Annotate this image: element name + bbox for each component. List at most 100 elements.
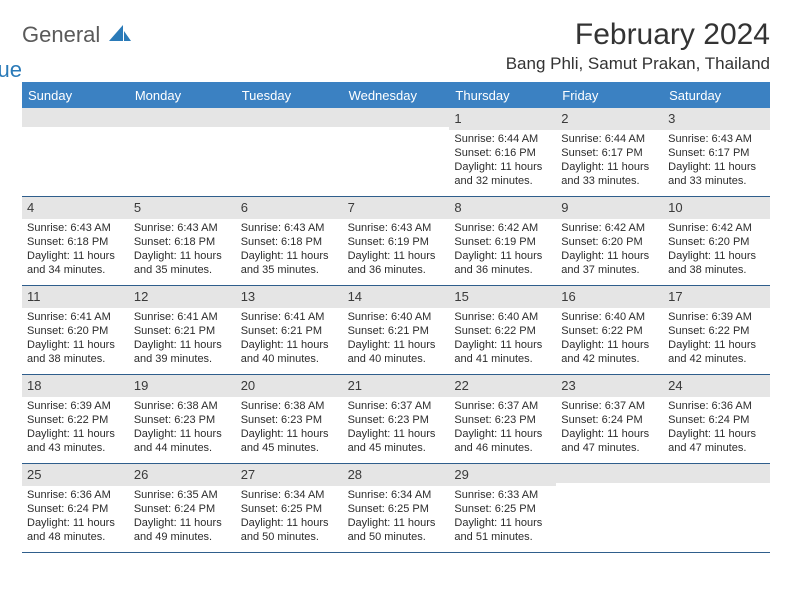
day-details: Sunrise: 6:43 AMSunset: 6:18 PMDaylight:…	[22, 219, 129, 281]
day-details: Sunrise: 6:43 AMSunset: 6:18 PMDaylight:…	[129, 219, 236, 281]
day-cell: 12Sunrise: 6:41 AMSunset: 6:21 PMDayligh…	[129, 286, 236, 374]
day-details: Sunrise: 6:36 AMSunset: 6:24 PMDaylight:…	[22, 486, 129, 548]
daynum-bar: 29	[449, 464, 556, 486]
daynum-bar: 16	[556, 286, 663, 308]
daylight-line: Daylight: 11 hours and 51 minutes.	[454, 516, 551, 544]
daynum-bar: 5	[129, 197, 236, 219]
sunset-line: Sunset: 6:23 PM	[241, 413, 338, 427]
daynum-bar: 20	[236, 375, 343, 397]
daylight-line: Daylight: 11 hours and 47 minutes.	[561, 427, 658, 455]
daylight-line: Daylight: 11 hours and 35 minutes.	[241, 249, 338, 277]
day-cell: 6Sunrise: 6:43 AMSunset: 6:18 PMDaylight…	[236, 197, 343, 285]
day-details: Sunrise: 6:37 AMSunset: 6:23 PMDaylight:…	[343, 397, 450, 459]
day-number: 27	[241, 467, 255, 482]
sunset-line: Sunset: 6:25 PM	[454, 502, 551, 516]
day-details: Sunrise: 6:42 AMSunset: 6:20 PMDaylight:…	[556, 219, 663, 281]
daylight-line: Daylight: 11 hours and 36 minutes.	[348, 249, 445, 277]
day-cell	[663, 464, 770, 552]
sunrise-line: Sunrise: 6:36 AM	[668, 399, 765, 413]
daynum-bar: 15	[449, 286, 556, 308]
page: General Blue February 2024 Bang Phli, Sa…	[0, 0, 792, 553]
day-details: Sunrise: 6:37 AMSunset: 6:23 PMDaylight:…	[449, 397, 556, 459]
daylight-line: Daylight: 11 hours and 40 minutes.	[241, 338, 338, 366]
daynum-bar: 11	[22, 286, 129, 308]
day-details: Sunrise: 6:42 AMSunset: 6:19 PMDaylight:…	[449, 219, 556, 281]
day-cell	[343, 108, 450, 196]
sunset-line: Sunset: 6:25 PM	[241, 502, 338, 516]
day-details: Sunrise: 6:42 AMSunset: 6:20 PMDaylight:…	[663, 219, 770, 281]
daynum-bar: 13	[236, 286, 343, 308]
day-details: Sunrise: 6:41 AMSunset: 6:21 PMDaylight:…	[129, 308, 236, 370]
sunrise-line: Sunrise: 6:44 AM	[561, 132, 658, 146]
dow-sat: Saturday	[663, 84, 770, 108]
day-details: Sunrise: 6:38 AMSunset: 6:23 PMDaylight:…	[129, 397, 236, 459]
daylight-line: Daylight: 11 hours and 46 minutes.	[454, 427, 551, 455]
sunset-line: Sunset: 6:25 PM	[348, 502, 445, 516]
day-number: 24	[668, 378, 682, 393]
sunset-line: Sunset: 6:19 PM	[454, 235, 551, 249]
daynum-bar: 19	[129, 375, 236, 397]
day-number: 3	[668, 111, 675, 126]
sunrise-line: Sunrise: 6:42 AM	[668, 221, 765, 235]
daynum-bar: 27	[236, 464, 343, 486]
sunrise-line: Sunrise: 6:42 AM	[454, 221, 551, 235]
day-details: Sunrise: 6:39 AMSunset: 6:22 PMDaylight:…	[663, 308, 770, 370]
day-cell: 22Sunrise: 6:37 AMSunset: 6:23 PMDayligh…	[449, 375, 556, 463]
day-number: 17	[668, 289, 682, 304]
daynum-bar: 12	[129, 286, 236, 308]
sunset-line: Sunset: 6:24 PM	[134, 502, 231, 516]
day-number: 20	[241, 378, 255, 393]
day-cell	[556, 464, 663, 552]
day-details: Sunrise: 6:44 AMSunset: 6:17 PMDaylight:…	[556, 130, 663, 192]
day-details: Sunrise: 6:35 AMSunset: 6:24 PMDaylight:…	[129, 486, 236, 548]
sunrise-line: Sunrise: 6:40 AM	[561, 310, 658, 324]
daynum-bar: 10	[663, 197, 770, 219]
daylight-line: Daylight: 11 hours and 45 minutes.	[348, 427, 445, 455]
day-number: 21	[348, 378, 362, 393]
daynum-bar: 18	[22, 375, 129, 397]
day-cell: 24Sunrise: 6:36 AMSunset: 6:24 PMDayligh…	[663, 375, 770, 463]
day-number: 1	[454, 111, 461, 126]
day-cell: 11Sunrise: 6:41 AMSunset: 6:20 PMDayligh…	[22, 286, 129, 374]
daynum-bar: 2	[556, 108, 663, 130]
day-cell: 2Sunrise: 6:44 AMSunset: 6:17 PMDaylight…	[556, 108, 663, 196]
day-details: Sunrise: 6:39 AMSunset: 6:22 PMDaylight:…	[22, 397, 129, 459]
sunset-line: Sunset: 6:23 PM	[134, 413, 231, 427]
sunrise-line: Sunrise: 6:36 AM	[27, 488, 124, 502]
sunset-line: Sunset: 6:21 PM	[348, 324, 445, 338]
day-cell: 27Sunrise: 6:34 AMSunset: 6:25 PMDayligh…	[236, 464, 343, 552]
day-number: 26	[134, 467, 148, 482]
day-cell	[236, 108, 343, 196]
sunset-line: Sunset: 6:17 PM	[561, 146, 658, 160]
sunset-line: Sunset: 6:22 PM	[454, 324, 551, 338]
dow-mon: Monday	[129, 84, 236, 108]
sail-icon	[109, 24, 131, 45]
location-line: Bang Phli, Samut Prakan, Thailand	[506, 54, 770, 74]
day-cell: 4Sunrise: 6:43 AMSunset: 6:18 PMDaylight…	[22, 197, 129, 285]
daylight-line: Daylight: 11 hours and 32 minutes.	[454, 160, 551, 188]
day-details: Sunrise: 6:43 AMSunset: 6:18 PMDaylight:…	[236, 219, 343, 281]
daylight-line: Daylight: 11 hours and 37 minutes.	[561, 249, 658, 277]
daynum-bar: 7	[343, 197, 450, 219]
sunrise-line: Sunrise: 6:34 AM	[241, 488, 338, 502]
sunset-line: Sunset: 6:21 PM	[241, 324, 338, 338]
day-cell: 5 Sunrise: 6:43 AMSunset: 6:18 PMDaylight…	[129, 197, 236, 285]
day-cell: 14Sunrise: 6:40 AMSunset: 6:21 PMDayligh…	[343, 286, 450, 374]
day-number: 16	[561, 289, 575, 304]
sunset-line: Sunset: 6:21 PM	[134, 324, 231, 338]
sunset-line: Sunset: 6:22 PM	[668, 324, 765, 338]
sunset-line: Sunset: 6:20 PM	[561, 235, 658, 249]
daylight-line: Daylight: 11 hours and 42 minutes.	[561, 338, 658, 366]
daynum-bar: 26	[129, 464, 236, 486]
sunrise-line: Sunrise: 6:33 AM	[454, 488, 551, 502]
daylight-line: Daylight: 11 hours and 33 minutes.	[668, 160, 765, 188]
daynum-bar: 22	[449, 375, 556, 397]
sunrise-line: Sunrise: 6:44 AM	[454, 132, 551, 146]
daynum-bar: 21	[343, 375, 450, 397]
brand-logo: General Blue	[22, 18, 131, 67]
day-cell: 13Sunrise: 6:41 AMSunset: 6:21 PMDayligh…	[236, 286, 343, 374]
day-number: 5	[134, 200, 141, 215]
daynum-bar	[236, 108, 343, 127]
sunset-line: Sunset: 6:17 PM	[668, 146, 765, 160]
week-row: 4Sunrise: 6:43 AMSunset: 6:18 PMDaylight…	[22, 197, 770, 286]
